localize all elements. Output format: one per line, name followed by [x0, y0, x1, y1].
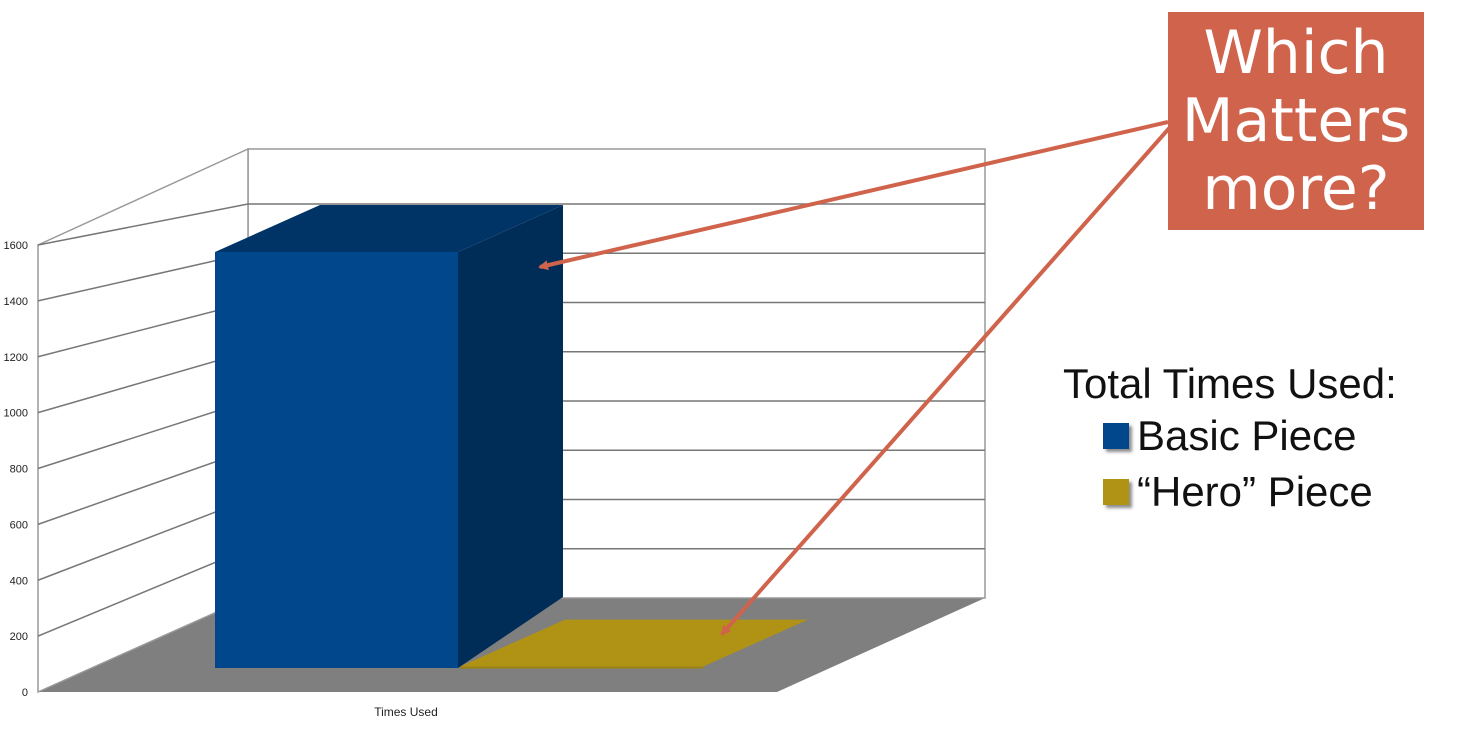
y-tick-label-800: 800 — [10, 464, 28, 476]
y-tick-label-600: 600 — [10, 519, 28, 531]
y-tick-label-200: 200 — [10, 631, 28, 643]
gridline-1600 — [37, 203, 985, 246]
legend-title: Total Times Used: — [1063, 360, 1397, 407]
legend-item-hero-piece: “Hero” Piece — [1103, 464, 1397, 520]
y-tick-label-1200: 1200 — [4, 352, 28, 364]
legend: Total Times Used: Basic Piece “Hero” Pie… — [1063, 360, 1397, 520]
arrow-to-basic-piece — [538, 120, 1169, 271]
callout-box: Which Matters more? — [1168, 12, 1424, 230]
y-tick-label-1000: 1000 — [4, 408, 28, 420]
legend-swatch-basic — [1103, 423, 1129, 449]
legend-label-hero: “Hero” Piece — [1137, 468, 1373, 515]
y-tick-label-1600: 1600 — [4, 240, 28, 252]
y-tick-label-0: 0 — [22, 687, 28, 699]
x-axis-label: Times Used — [374, 705, 438, 719]
arrow-to-hero-piece — [720, 123, 1174, 636]
bar-hero-piece — [460, 666, 703, 669]
legend-item-basic-piece: Basic Piece — [1103, 408, 1397, 464]
callout-text: Which Matters more? — [1181, 18, 1411, 224]
y-axis-ticks: 0 200 400 600 800 1000 1200 1400 1600 — [4, 240, 28, 699]
legend-label-basic: Basic Piece — [1137, 412, 1357, 459]
y-tick-label-1400: 1400 — [4, 296, 28, 308]
legend-swatch-hero — [1103, 479, 1129, 505]
bar-basic-piece-top — [215, 205, 563, 252]
bar-basic-piece — [215, 252, 458, 668]
callout-arrows — [538, 120, 1174, 636]
bar-basic-piece-side — [458, 205, 563, 668]
y-tick-label-400: 400 — [10, 575, 28, 587]
